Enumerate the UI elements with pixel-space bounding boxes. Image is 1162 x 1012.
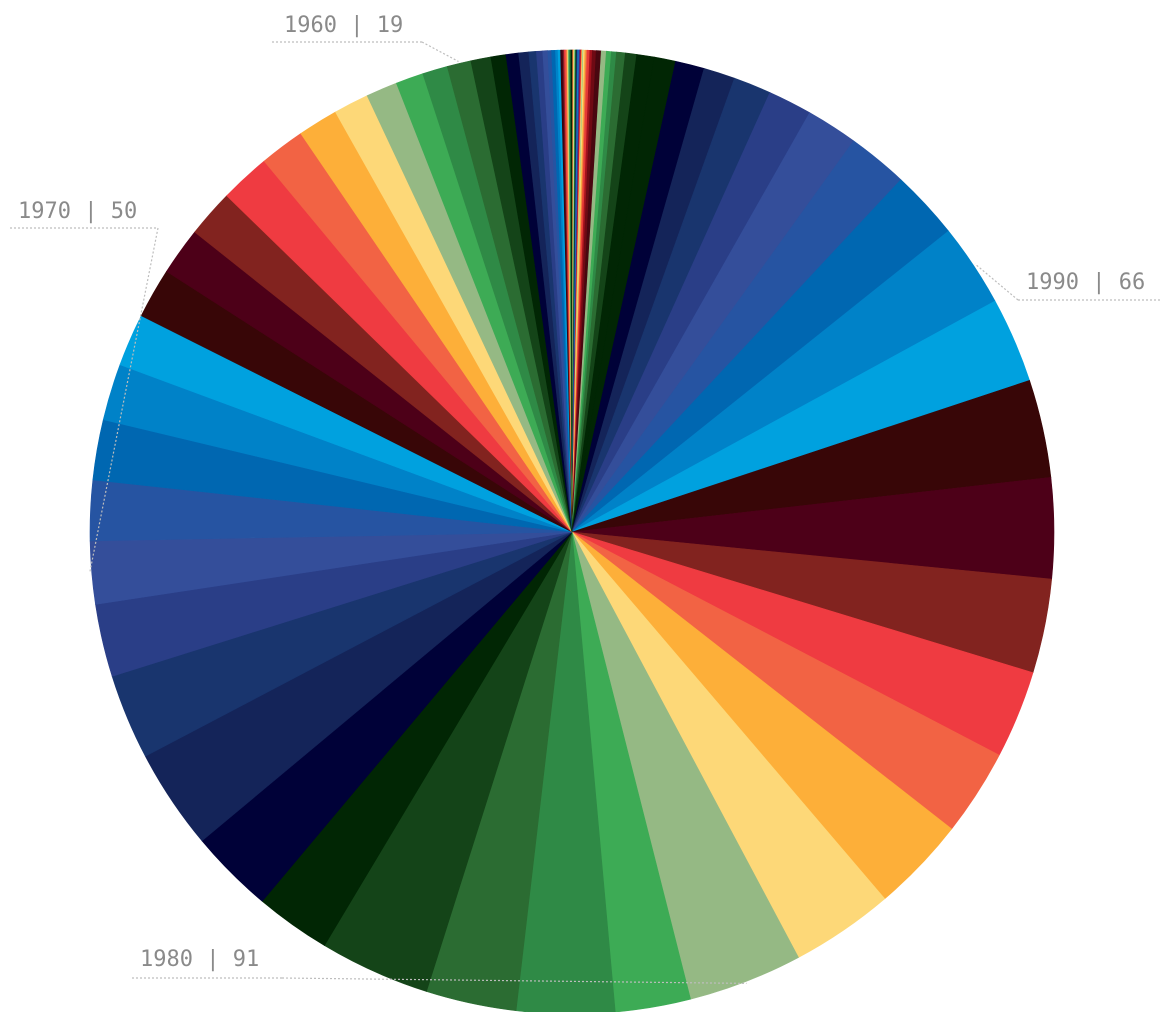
- leader-connector: [421, 41, 459, 63]
- pie-slices: [89, 49, 1055, 1012]
- slice-label: 1990 | 66: [1026, 270, 1145, 295]
- leader-connector: [89, 227, 159, 574]
- slice-label: 1980 | 91: [140, 947, 259, 972]
- pie-labels: 1960 | 19 1970 | 50 1980 | 91 1990 | 66: [10, 13, 1160, 984]
- slice-label: 1970 | 50: [18, 199, 137, 224]
- leader-connector: [974, 263, 1019, 301]
- slice-label: 1960 | 19: [284, 13, 403, 38]
- leader-connector: [281, 977, 747, 984]
- pie-slice: [571, 531, 691, 1012]
- pie-slice: [571, 49, 573, 533]
